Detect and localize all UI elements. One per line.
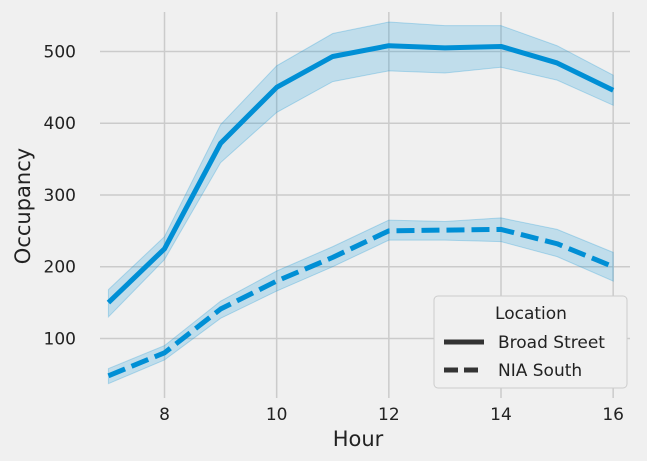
x-tick-label: 12 [378, 405, 400, 425]
x-tick-label: 8 [159, 405, 170, 425]
legend-label-nia-south: NIA South [498, 361, 582, 381]
legend-label-broad-street: Broad Street [498, 333, 605, 353]
legend-box [433, 295, 628, 389]
x-axis-ticks: 8 10 12 14 16 [159, 405, 624, 425]
grid-lines [100, 12, 630, 398]
y-tick-label: 100 [44, 329, 76, 349]
ci-band-broad-street [107, 21, 614, 319]
y-tick-label: 200 [44, 258, 76, 278]
legend-title: Location [495, 304, 567, 324]
series-line-broad-street [106, 43, 615, 305]
x-tick-label: 10 [266, 405, 288, 425]
x-axis-label: Hour [333, 427, 384, 451]
x-tick-label: 16 [602, 405, 624, 425]
series-line-nia-south [107, 226, 615, 379]
ci-band-nia-south [107, 217, 614, 385]
y-tick-label: 400 [44, 114, 76, 134]
y-tick-label: 500 [44, 42, 76, 62]
y-axis-ticks: 100 200 300 400 500 [44, 42, 76, 349]
series-lines [106, 43, 615, 379]
y-tick-label: 300 [44, 186, 76, 206]
legend: Location Broad Street NIA South [433, 295, 628, 389]
y-axis-label: Occupancy [11, 148, 35, 264]
x-tick-label: 14 [490, 405, 512, 425]
